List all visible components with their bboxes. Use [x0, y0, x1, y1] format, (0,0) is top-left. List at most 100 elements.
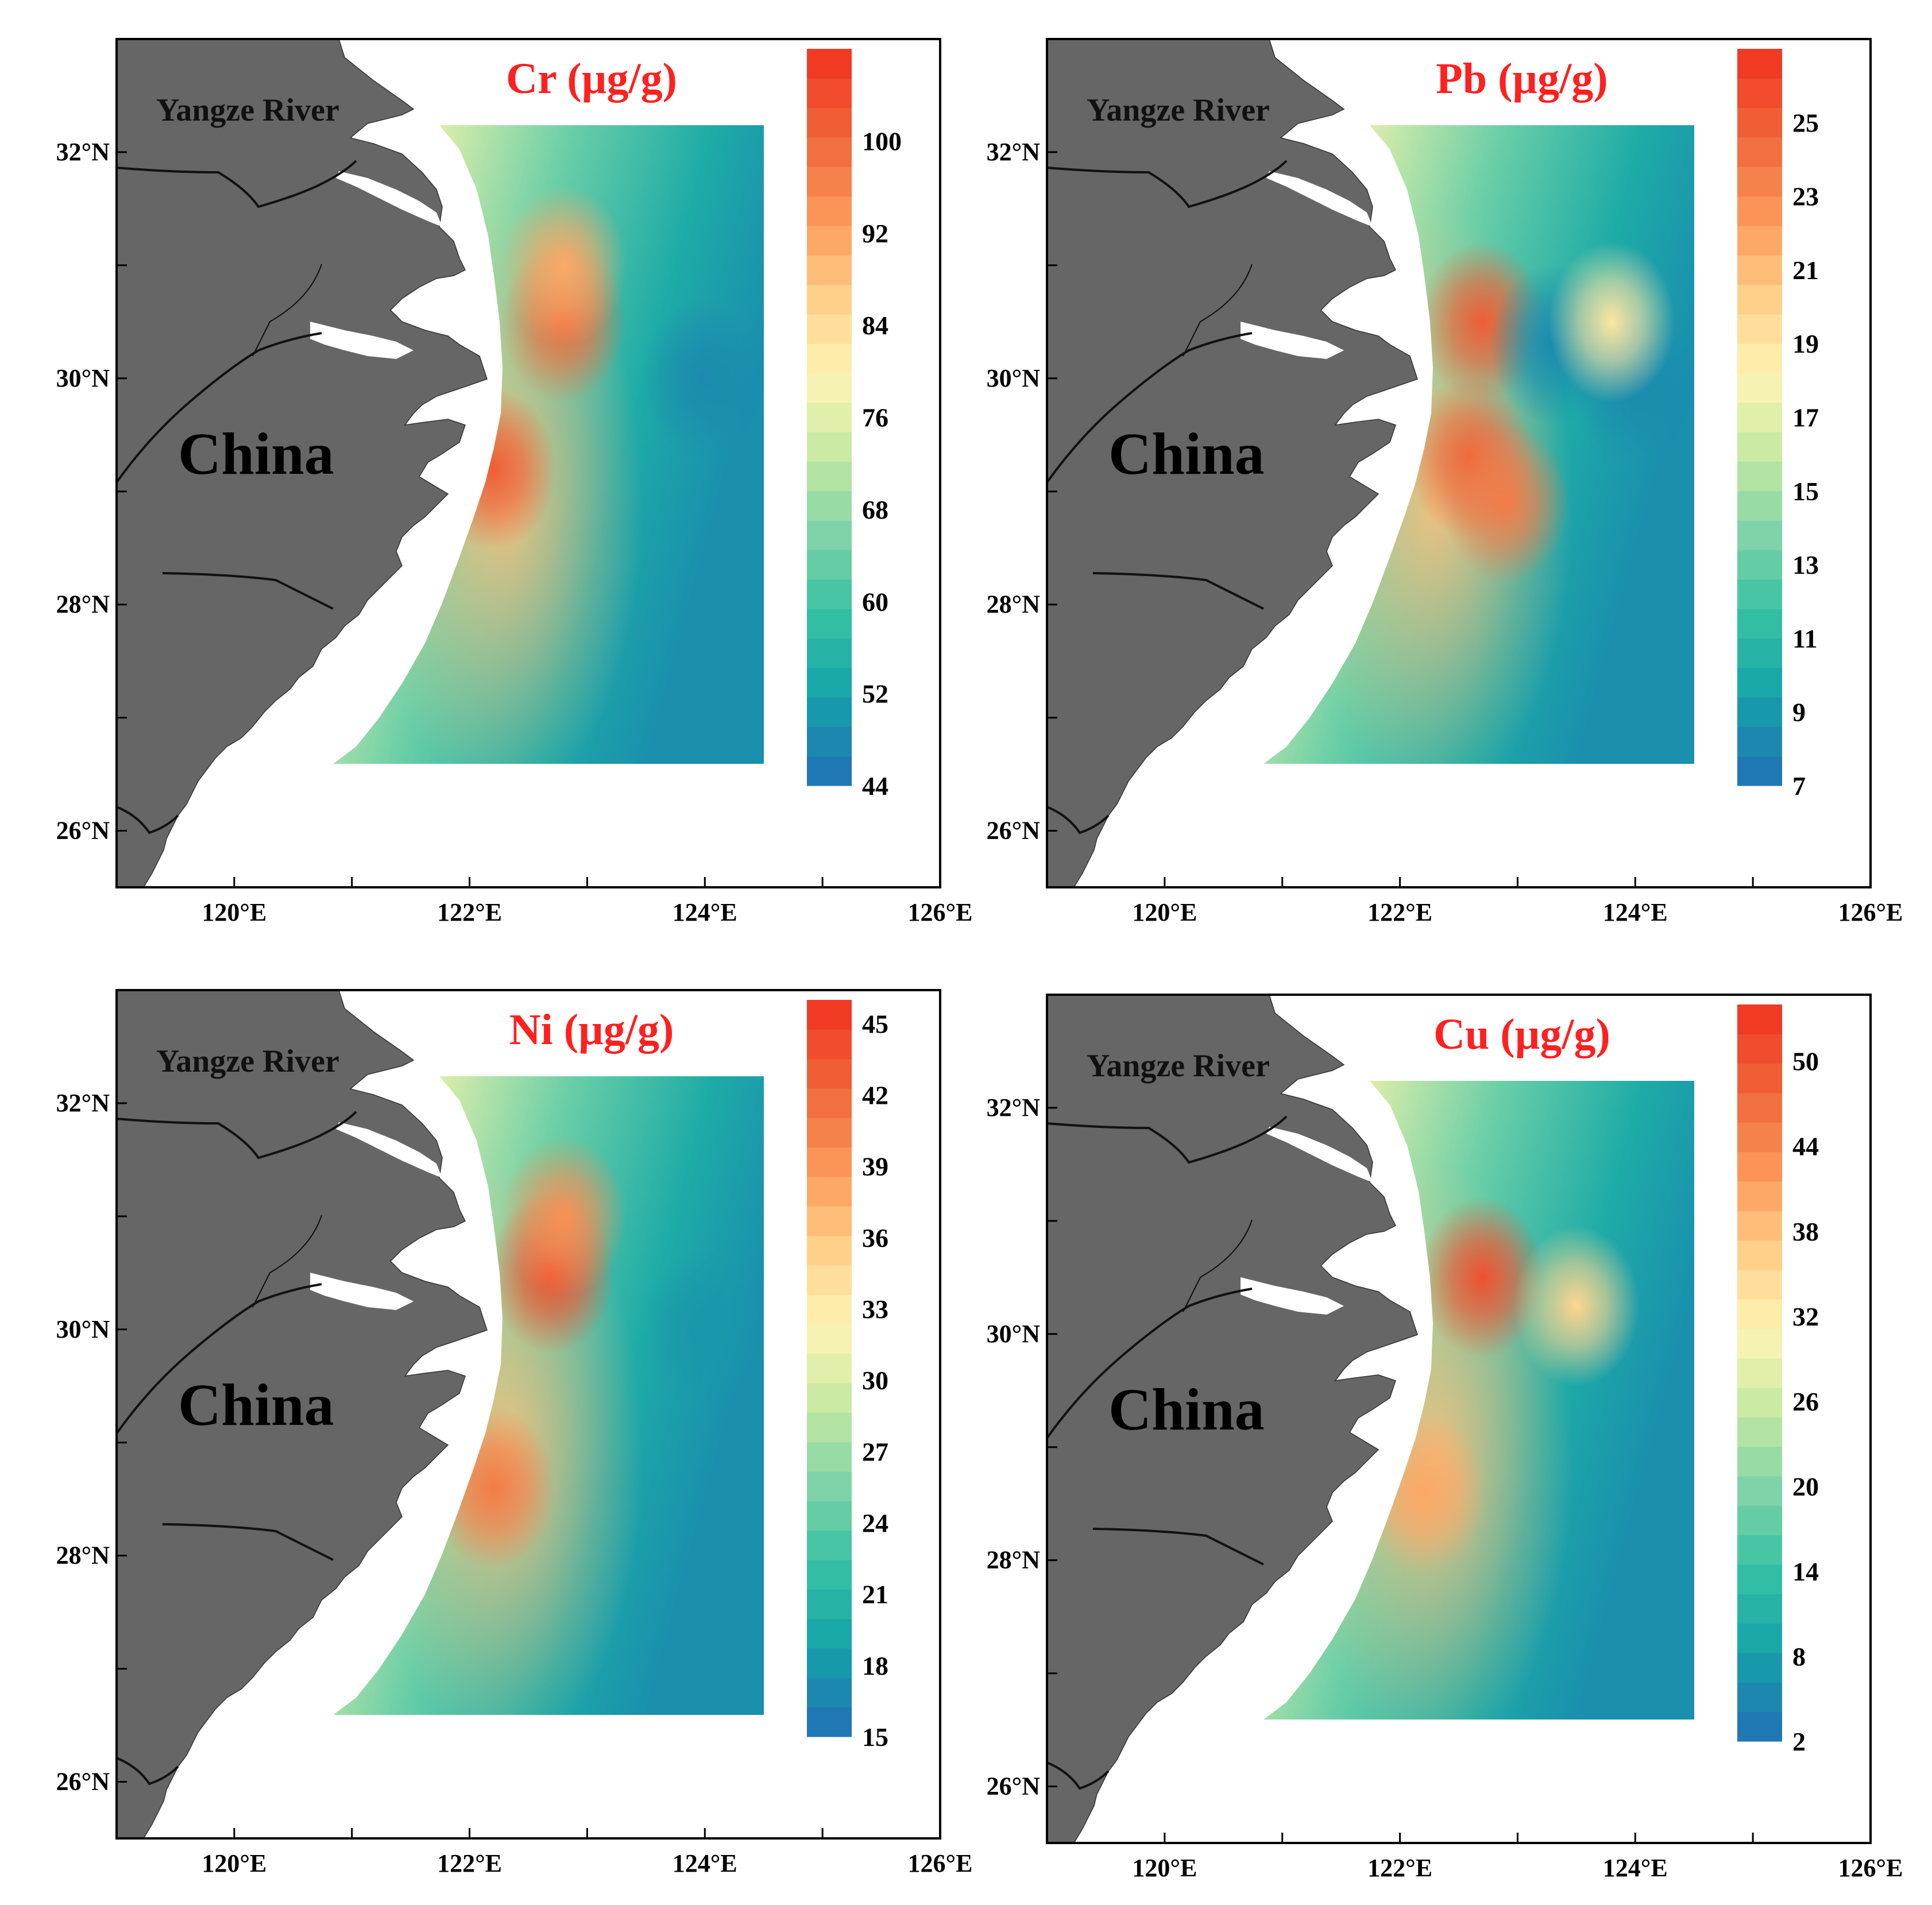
colorbar-step	[1737, 490, 1782, 521]
colorbar-tick-label: 36	[862, 1223, 888, 1253]
colorbar-tick-label: 33	[862, 1295, 888, 1324]
colorbar-step	[1737, 1711, 1782, 1742]
colorbar-step	[807, 1353, 852, 1384]
colorbar-step	[1737, 520, 1782, 550]
colorbar-step	[807, 1442, 852, 1472]
colorbar-step	[807, 167, 852, 197]
river-line	[116, 1111, 357, 1160]
colorbar-step	[807, 579, 852, 609]
colorbar-step	[807, 756, 852, 786]
colorbar-step	[1737, 667, 1782, 698]
colorbar-step	[1737, 1623, 1782, 1653]
colorbar-tick-label: 60	[862, 587, 888, 616]
colorbar-step	[1737, 1388, 1782, 1417]
colorbar-step	[1737, 1063, 1782, 1093]
colorbar-tick-label: 19	[1792, 329, 1819, 358]
colorbar-step	[1737, 461, 1782, 492]
colorbar-tick-label: 100	[862, 126, 902, 156]
colorbar-step	[1737, 697, 1782, 727]
colorbar-step	[807, 1589, 852, 1620]
y-tick-label: 30°N	[987, 364, 1041, 392]
colorbar-step	[1737, 1358, 1782, 1388]
colorbar: 15 18 21 24 27 30 33 36 39 42 45	[807, 1000, 888, 1752]
colorbar-step	[807, 1235, 852, 1266]
province-border	[115, 332, 322, 484]
yangtze-estuary	[310, 1122, 442, 1310]
colorbar-step	[1737, 402, 1782, 432]
colorbar-step	[807, 520, 852, 550]
x-tick-label: 122°E	[437, 1849, 502, 1877]
colorbar-step	[1737, 1092, 1782, 1123]
colorbar-tick-label: 44	[862, 771, 888, 801]
colorbar-step	[1737, 432, 1782, 462]
colorbar-step	[1737, 1535, 1782, 1565]
colorbar-step	[1737, 550, 1782, 580]
x-tick-label: 122°E	[1367, 1854, 1432, 1882]
colorbar-step	[1737, 1594, 1782, 1624]
china-label: China	[1108, 1377, 1265, 1443]
colorbar-tick-label: 39	[862, 1152, 888, 1181]
y-tick-label: 28°N	[56, 1541, 110, 1570]
colorbar-step	[1737, 1653, 1782, 1683]
colorbar-step	[807, 1648, 852, 1678]
map-border	[115, 38, 941, 888]
colorbar-step	[807, 373, 852, 403]
colorbar-step	[1737, 373, 1782, 403]
colorbar-tick-label: 20	[1792, 1472, 1819, 1501]
panel-cu: Yangze River China Cu (µg/g) 120°E 122°E 124°…	[987, 994, 1903, 1882]
x-tick-label: 120°E	[1132, 1854, 1197, 1882]
colorbar-step	[807, 255, 852, 285]
province-border	[116, 1757, 179, 1786]
x-tick-label: 120°E	[202, 1849, 266, 1877]
colorbar-tick-label: 32	[1792, 1302, 1819, 1331]
river-line	[1046, 1115, 1288, 1164]
colorbar: 2 8 14 20 26 32 38 44 50	[1737, 1004, 1819, 1756]
colorbar-tick-label: 13	[1792, 550, 1819, 579]
colorbar-tick-label: 21	[1792, 256, 1819, 285]
province-border	[1046, 332, 1253, 484]
colorbar-step	[1737, 1240, 1782, 1270]
colorbar-step	[1737, 314, 1782, 344]
hotspot	[642, 297, 764, 459]
colorbar-tick-label: 8	[1792, 1642, 1806, 1671]
province-border	[162, 1523, 334, 1561]
colorbar-step	[1737, 1151, 1782, 1182]
panel-title: Cr (µg/g)	[506, 55, 677, 103]
colorbar-tick-label: 21	[862, 1580, 888, 1609]
colorbar-step	[807, 1029, 852, 1060]
colorbar-step	[807, 1383, 852, 1413]
colorbar-tick-label: 14	[1792, 1557, 1819, 1586]
china-label: China	[178, 421, 334, 487]
x-tick-label: 126°E	[908, 1849, 973, 1877]
colorbar-step	[1737, 1122, 1782, 1153]
map-border	[1046, 994, 1872, 1844]
colorbar-step	[1737, 284, 1782, 315]
colorbar-tick-label: 44	[1792, 1132, 1819, 1161]
colorbar-step	[1737, 107, 1782, 138]
colorbar-step	[1737, 1299, 1782, 1330]
y-tick-label: 28°N	[987, 590, 1041, 619]
y-tick-label: 26°N	[56, 817, 110, 845]
land-mass	[116, 38, 488, 888]
yangtze-estuary	[1241, 1127, 1373, 1315]
colorbar: 7 9 11 13 15 17 19 21 23 25	[1737, 49, 1819, 801]
x-tick-label: 122°E	[1367, 898, 1432, 926]
colorbar-step	[1737, 49, 1782, 79]
province-border	[115, 1283, 322, 1435]
colorbar-step	[807, 78, 852, 109]
colorbar-step	[807, 314, 852, 344]
colorbar-step	[1737, 78, 1782, 109]
province-border	[1046, 806, 1110, 834]
colorbar-step	[807, 1530, 852, 1560]
colorbar-step	[1737, 756, 1782, 786]
river-line	[116, 160, 357, 208]
y-tick-label: 28°N	[987, 1546, 1041, 1574]
colorbar-step	[1737, 343, 1782, 374]
yangtze-estuary	[1241, 171, 1373, 359]
colorbar-step	[807, 1678, 852, 1708]
colorbar-step	[807, 697, 852, 727]
colorbar-tick-label: 30	[862, 1366, 888, 1395]
colorbar-step	[807, 1560, 852, 1590]
colorbar-tick-label: 15	[862, 1722, 888, 1752]
